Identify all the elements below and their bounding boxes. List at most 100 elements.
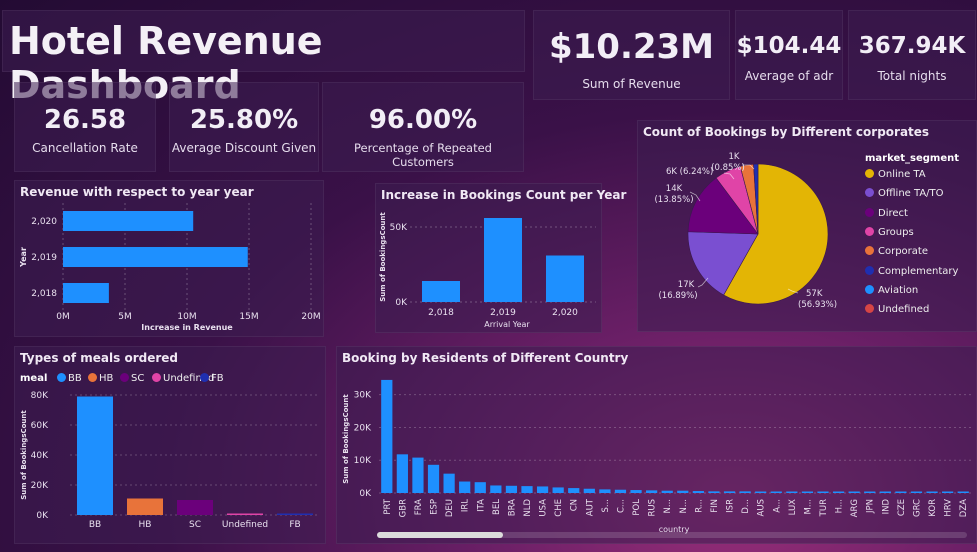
x-tick-label: HRV: [944, 499, 954, 517]
x-tick-label: GBR: [398, 499, 408, 517]
meals-title: Types of meals ordered: [20, 351, 178, 365]
data-label: 1K: [729, 152, 740, 162]
x-axis-label: Increase in Revenue: [141, 323, 233, 332]
y-axis-label: Sum of BookingsCount: [379, 212, 387, 302]
bar: [422, 281, 460, 302]
x-tick-label: DZA: [959, 499, 969, 517]
y-axis-label: Sum of BookingsCount: [342, 394, 350, 484]
legend-item: SC: [120, 373, 144, 384]
revenue-year-svg: 0M 5M 10M 15M 20M 2,020 2,019 2,018 Increase in …: [19, 203, 321, 332]
horizontal-scrollbar[interactable]: [377, 532, 967, 538]
bar: [910, 491, 923, 493]
bar: [63, 283, 109, 303]
x-tick-label: AUT: [585, 498, 595, 516]
leader-line: [689, 191, 701, 202]
leader-line: [697, 277, 709, 288]
bar: [459, 481, 471, 493]
x-tick-label: BB: [89, 520, 101, 530]
bookings-year-chart: Increase in Bookings Count per Year 0K 50…: [375, 183, 626, 333]
legend-label: FB: [211, 373, 224, 384]
legend-label: HB: [99, 373, 114, 384]
x-tick-label: HB: [139, 520, 152, 530]
bar: [770, 491, 782, 493]
x-tick-label: ISR: [726, 499, 736, 513]
kpi-repeat-card: 96.00% Percentage of Repeated Customers: [322, 82, 524, 172]
x-tick-label: ARG: [850, 499, 860, 517]
x-tick-label: PRT: [383, 498, 393, 514]
bar: [879, 491, 891, 493]
bar: [427, 464, 440, 493]
y-axis-label: Sum of BookingsCount: [20, 410, 28, 500]
bar: [443, 473, 455, 493]
bar: [396, 454, 408, 493]
country-chart: Booking by Residents of Different Countr…: [336, 346, 977, 544]
x-tick-label: FB: [289, 520, 300, 530]
leader-line: [742, 164, 755, 170]
bar: [127, 498, 163, 515]
legend-swatch: [865, 265, 874, 275]
x-tick-label: SC: [189, 520, 201, 530]
x-tick-label: N...: [663, 499, 673, 513]
bar: [227, 513, 263, 515]
meals-svg: 0K 20K 40K 60K 80K BB HB SC Undefined FB Sum of Bo…: [20, 391, 320, 530]
y-tick-label: 20K: [31, 481, 49, 491]
meals-legend-title: meal: [20, 373, 48, 384]
bar: [599, 489, 611, 493]
bar: [546, 255, 584, 302]
x-tick-label: H...: [835, 499, 845, 513]
data-label: (56.93%): [798, 300, 837, 310]
meals-chart: Types of meals ordered meal BB HB SC Undefi…: [14, 346, 326, 544]
y-tick-label: 40K: [31, 451, 49, 461]
x-tick-label: A...: [772, 499, 782, 513]
legend-item: FB: [200, 373, 224, 384]
x-tick-label: CHE: [554, 499, 564, 517]
bar: [801, 491, 814, 493]
kpi-revenue-card: $10.23M Sum of Revenue: [533, 10, 730, 100]
kpi-nights-card: 367.94K Total nights: [848, 10, 976, 100]
market-segment-svg: 1K(0.85%)6K (6.24%) 14K(13.85%) 17K(16.89%…: [654, 152, 837, 310]
bar: [490, 485, 502, 493]
x-tick-label: CZE: [897, 499, 907, 516]
legend-swatch: [57, 373, 66, 382]
x-tick-label: ITA: [476, 499, 486, 512]
x-tick-label: 20M: [301, 312, 320, 322]
x-tick-label: TUR: [819, 499, 829, 517]
x-tick-label: POL: [632, 499, 642, 516]
bar: [177, 500, 213, 515]
y-tick-label: 30K: [354, 391, 372, 401]
x-tick-label: BEL: [492, 499, 502, 515]
x-tick-label: USA: [539, 499, 549, 517]
bar: [646, 490, 658, 493]
data-label: (16.89%): [658, 291, 697, 301]
x-tick-label: C...: [616, 499, 626, 513]
bar: [677, 490, 689, 493]
legend-swatch: [865, 169, 874, 178]
x-tick-label: IND: [881, 499, 891, 515]
scrollbar-thumb[interactable]: [377, 532, 503, 538]
bar: [942, 491, 954, 493]
leader-line: [723, 172, 735, 180]
x-tick-label: Undefined: [222, 520, 268, 530]
bar: [786, 491, 798, 493]
kpi-discount-value: 25.80%: [189, 105, 299, 135]
bar: [832, 491, 845, 493]
legend-label: Corporate: [878, 246, 928, 258]
kpi-adr-card: $104.44 Average of adr: [735, 10, 843, 100]
bar: [474, 482, 486, 493]
legend-label: SC: [131, 373, 145, 384]
kpi-discount-label: Average Discount Given: [171, 141, 317, 155]
y-tick-label: 2,018: [31, 289, 57, 299]
y-tick-label: 50K: [390, 223, 408, 233]
legend-item: Aviation: [865, 284, 918, 296]
legend-swatch: [865, 284, 874, 294]
x-tick-label: 5M: [118, 312, 132, 322]
legend-item: Online TA: [865, 169, 926, 180]
legend-item: Direct: [865, 207, 908, 219]
x-tick-label: D...: [741, 499, 751, 514]
kpi-adr-label: Average of adr: [744, 69, 834, 83]
legend-label: Direct: [878, 207, 908, 219]
x-tick-label: 2,019: [490, 308, 516, 318]
bar: [63, 211, 194, 231]
bar: [864, 491, 876, 493]
data-label: (13.85%): [654, 195, 693, 205]
